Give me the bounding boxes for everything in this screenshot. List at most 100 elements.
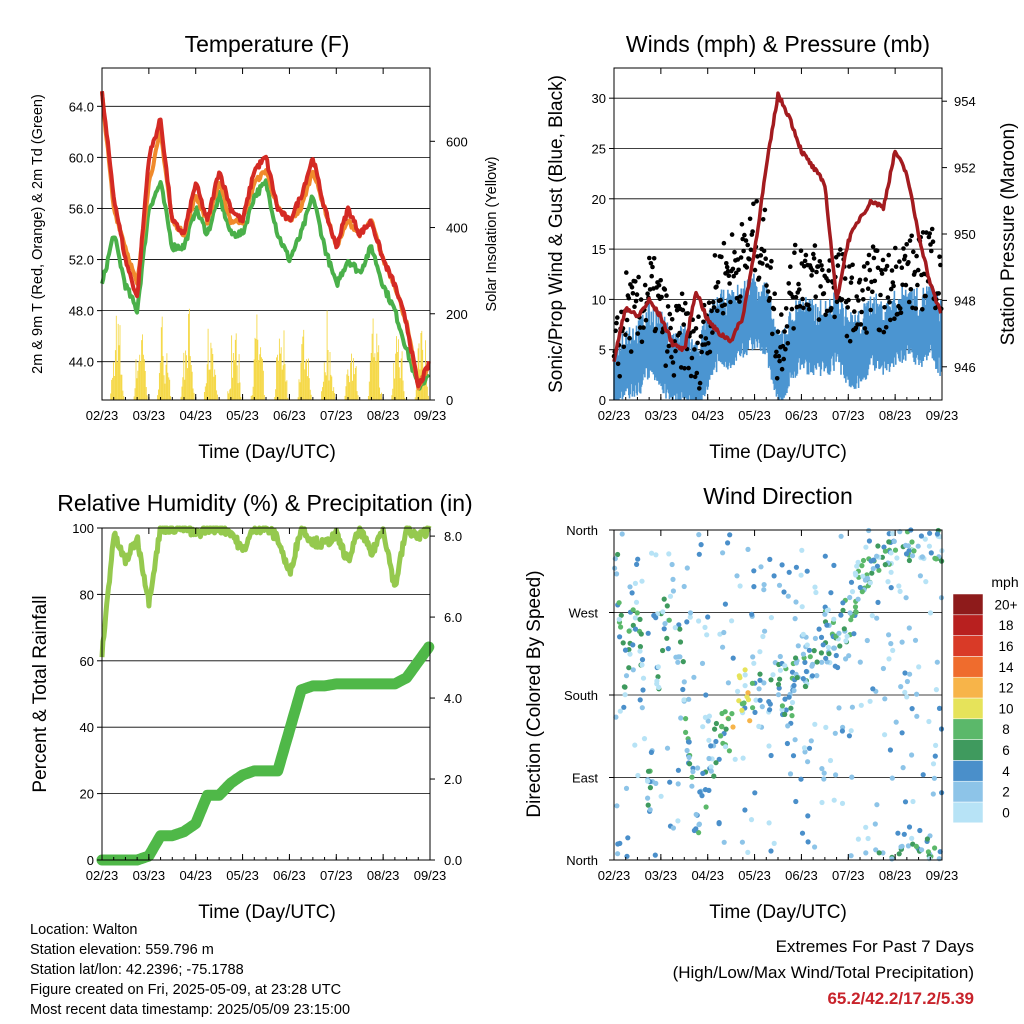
direction-point	[836, 705, 842, 711]
gust-point	[818, 284, 823, 289]
direction-point	[890, 531, 896, 537]
direction-point	[720, 644, 726, 650]
x-tick-label: 03/23	[645, 868, 678, 883]
direction-point	[768, 752, 774, 759]
gust-point	[883, 325, 889, 330]
direction-point	[653, 780, 659, 787]
direction-point	[782, 711, 788, 718]
direction-point	[831, 616, 837, 622]
gust-point	[845, 305, 850, 310]
direction-point	[917, 827, 923, 834]
direction-point	[751, 660, 757, 666]
direction-point	[838, 533, 844, 539]
direction-point	[700, 724, 706, 730]
gust-point	[825, 278, 831, 284]
direction-point	[847, 594, 853, 601]
direction-point	[891, 538, 897, 545]
humidity-x-ticks: 02/23 03/23 04/23 05/23 06/23 07/23 08/23 09/23	[86, 528, 446, 883]
direction-point	[635, 556, 641, 562]
gust-point	[806, 302, 811, 308]
direction-y-ticks: North East South West North	[564, 523, 614, 868]
direction-point	[775, 692, 782, 698]
direction-point	[630, 667, 636, 673]
direction-point	[757, 671, 763, 677]
direction-point	[670, 825, 677, 831]
direction-point	[722, 744, 729, 750]
gust-point	[783, 306, 789, 311]
gust-point	[715, 308, 720, 314]
gust-point	[747, 216, 753, 222]
solar-y-label: Solar Insolation (Yellow)	[484, 156, 500, 311]
gust-point	[907, 238, 913, 243]
colorbar-swatch	[952, 635, 984, 657]
gust-point	[632, 304, 637, 310]
direction-point	[770, 672, 776, 678]
direction-point	[721, 839, 727, 845]
recent-timestamp: Most recent data timestamp: 2025/05/09 2…	[30, 1002, 351, 1018]
gust-point	[847, 338, 853, 344]
direction-point	[926, 856, 933, 862]
direction-point	[855, 559, 861, 566]
precip-y2-ticks: 0.0 2.0 4.0 6.0 8.0	[430, 529, 462, 868]
gust-point	[861, 264, 867, 269]
direction-point	[702, 787, 709, 793]
y-tick-label: 48.0	[69, 304, 94, 319]
gust-point	[615, 315, 620, 320]
humidity-y-ticks: 0 20 40 60 80 100	[72, 521, 102, 868]
direction-point	[793, 660, 800, 666]
extremes-subtitle: (High/Low/Max Wind/Total Precipitation)	[672, 963, 974, 982]
direction-point	[693, 811, 699, 818]
direction-point	[766, 820, 772, 826]
direction-point	[706, 737, 712, 743]
direction-point	[912, 637, 919, 643]
gust-point	[900, 282, 905, 288]
direction-point	[614, 803, 620, 809]
direction-point	[741, 700, 747, 706]
gust-point	[881, 329, 887, 335]
station-elevation: Station elevation: 559.796 m	[30, 942, 214, 958]
direction-point	[721, 629, 727, 636]
direction-point	[927, 610, 934, 616]
direction-point	[627, 584, 633, 590]
direction-point	[697, 789, 703, 795]
direction-point	[723, 726, 729, 732]
direction-point	[823, 724, 829, 731]
gust-point	[909, 233, 914, 239]
gust-point	[855, 322, 860, 327]
direction-point	[645, 630, 651, 636]
direction-point	[720, 550, 726, 556]
direction-point	[924, 836, 931, 842]
direction-point	[615, 851, 621, 857]
direction-point	[734, 573, 740, 579]
direction-point	[807, 654, 813, 660]
direction-point	[756, 723, 762, 730]
x-tick-label: 09/23	[926, 868, 959, 883]
gust-point	[732, 249, 737, 255]
gust-point	[868, 307, 873, 313]
gust-point	[658, 278, 663, 283]
direction-point	[866, 538, 873, 544]
direction-point	[757, 677, 763, 683]
direction-point	[626, 665, 632, 671]
gust-point	[897, 306, 903, 311]
direction-point	[906, 557, 913, 564]
gust-point	[785, 341, 791, 346]
y-tick-label: West	[569, 606, 599, 621]
gust-point	[728, 299, 733, 305]
direction-point	[806, 745, 813, 751]
pressure-series	[612, 91, 943, 363]
direction-point	[725, 680, 732, 686]
gust-point	[844, 333, 850, 339]
direction-point	[836, 630, 842, 636]
direction-point	[825, 644, 832, 651]
x-tick-label: 05/23	[226, 868, 259, 883]
direction-point	[662, 621, 668, 627]
direction-point	[813, 589, 819, 596]
direction-point	[896, 583, 902, 589]
direction-point	[667, 779, 673, 785]
direction-point	[900, 765, 906, 771]
direction-point	[708, 764, 714, 770]
direction-point	[933, 742, 939, 749]
y2-tick-label: 4.0	[444, 691, 462, 706]
direction-point	[632, 626, 639, 632]
